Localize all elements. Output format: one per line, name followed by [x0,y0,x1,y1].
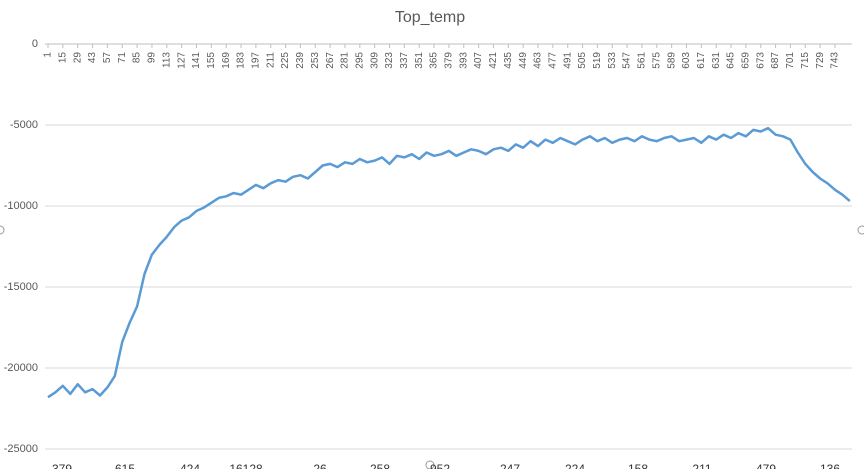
x-tick-label: 393 [458,52,469,69]
data-line [47,126,851,399]
x-tick-label: 281 [340,52,351,69]
x-tick-label: 351 [414,52,425,69]
x-tick-label: 533 [607,52,618,69]
sheet-cell: -379 [48,462,72,469]
resize-handle[interactable] [425,460,435,469]
x-tick-label: 113 [161,52,172,68]
sheet-cell: 424 [180,462,200,469]
x-tick-label: 407 [473,52,484,69]
sheet-cell: 952 [430,462,450,469]
x-tick-label: 57 [102,52,113,64]
sheet-cell: 224 [565,462,585,469]
x-tick-label: 673 [755,52,766,69]
x-tick-label: 141 [191,52,202,69]
x-tick-label: 323 [384,52,395,69]
x-tick-label: 197 [251,52,262,69]
x-tick-label: 15 [57,52,68,64]
x-tick-label: 743 [830,52,841,69]
y-tick-label: -15000 [4,281,38,293]
x-tick-label: 519 [592,52,603,69]
chart-title: Top_temp [395,9,465,26]
x-tick-label: 701 [785,52,796,69]
sheet-cell: 136 [820,462,840,469]
x-tick-label: 729 [815,52,826,69]
x-tick-label: 645 [726,52,737,69]
y-tick-label: -5000 [10,119,38,131]
x-tick-label: 421 [488,52,499,69]
sheet-cell: 158 [628,462,648,469]
x-tick-label: 225 [280,52,291,69]
x-tick-label: 253 [310,52,321,69]
x-tick-label: 687 [770,52,781,69]
x-tick-label: 71 [117,52,128,64]
x-tick-label: 659 [741,52,752,69]
sheet-cell: 16128 [229,462,263,469]
sheet-cell: 247 [500,462,520,469]
y-tick-label: 0 [32,38,38,50]
x-tick-label: 505 [577,52,588,69]
x-tick-label: 295 [354,52,365,69]
y-tick-label: -20000 [4,362,38,374]
x-tick-label: 547 [622,52,633,69]
x-tick-label: 491 [562,52,573,69]
x-tick-label: 603 [681,52,692,69]
x-tick-label: 85 [132,52,143,64]
sheet-cell: 615 [115,462,135,469]
x-tick-label: 239 [295,52,306,69]
x-tick-label: 715 [800,52,811,69]
x-tick-label: 477 [547,52,558,69]
x-tick-label: 43 [87,52,98,64]
x-tick-label: 127 [176,52,187,69]
x-tick-label: 1 [43,52,54,58]
x-tick-label: 589 [666,52,677,69]
y-tick-label: -25000 [4,443,38,455]
x-tick-label: 561 [637,52,648,69]
x-tick-label: 617 [696,52,707,69]
x-tick-label: 463 [533,52,544,69]
resize-handle[interactable] [0,225,5,235]
x-tick-label: 449 [518,52,529,69]
x-tick-label: 29 [72,52,83,64]
x-tick-label: 631 [711,52,722,69]
x-tick-label: 365 [429,52,440,69]
x-tick-label: 337 [399,52,410,69]
x-tick-label: 309 [369,52,380,69]
sheet-cell: 211 [692,462,711,469]
x-tick-label: 575 [651,52,662,69]
x-tick-label: 211 [265,52,276,68]
x-tick-label: 169 [221,52,232,69]
x-tick-label: 267 [325,52,336,69]
x-tick-label: 379 [444,52,455,69]
y-tick-label: -10000 [4,200,38,212]
x-tick-label: 155 [206,52,217,69]
resize-handle[interactable] [857,225,864,235]
sheet-cell: 26 [313,462,327,469]
sheet-cell: 479 [756,462,776,469]
sheet-cell: 258 [370,462,390,469]
x-tick-label: 183 [236,52,247,69]
x-tick-label: 99 [147,52,158,64]
x-tick-label: 435 [503,52,514,69]
